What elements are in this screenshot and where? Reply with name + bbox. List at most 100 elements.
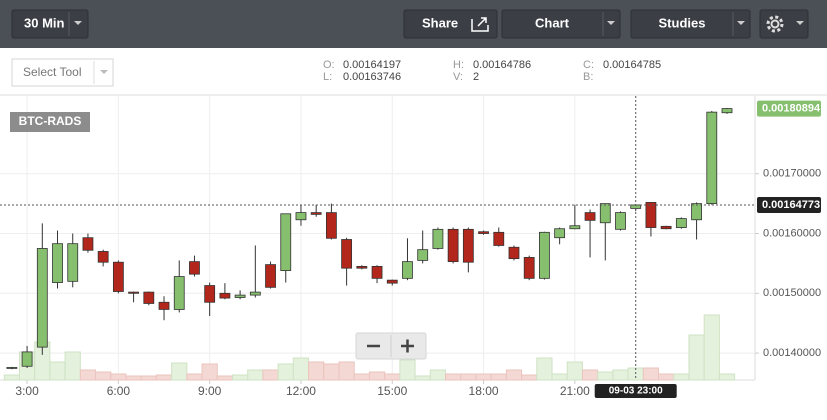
x-tick-label: 9:00 bbox=[198, 384, 222, 398]
volume-bar bbox=[505, 369, 523, 381]
volume-bar bbox=[597, 371, 614, 381]
info-label: L: bbox=[323, 71, 332, 83]
y-tick-label: 0.00150000 bbox=[763, 287, 821, 299]
candle-body bbox=[645, 202, 657, 228]
share-button[interactable]: Share bbox=[403, 9, 498, 39]
candle-body bbox=[112, 261, 124, 292]
candle-body bbox=[249, 291, 261, 296]
volume-bar bbox=[231, 374, 249, 381]
candle-body bbox=[173, 276, 185, 310]
x-tick-label: 21:00 bbox=[560, 384, 590, 398]
volume-bar bbox=[414, 375, 431, 381]
candle-body bbox=[265, 264, 276, 288]
volume-bar bbox=[292, 357, 310, 381]
interval[interactable]: 30 Min bbox=[24, 15, 65, 30]
candle-body bbox=[341, 239, 353, 269]
candle-body bbox=[675, 218, 687, 228]
candle-body bbox=[554, 228, 566, 239]
candle-body bbox=[310, 212, 322, 215]
volume-bar bbox=[399, 359, 416, 381]
volume-bar bbox=[64, 351, 81, 381]
studies[interactable]: Studies bbox=[659, 15, 706, 30]
candle-body bbox=[417, 249, 429, 261]
volume-bar bbox=[171, 362, 188, 381]
candle-body bbox=[599, 203, 611, 224]
candle-body bbox=[386, 279, 398, 284]
volume-bar bbox=[429, 369, 447, 381]
candle-body bbox=[615, 212, 626, 230]
candle-body bbox=[478, 231, 489, 234]
select-tool-label[interactable]: Select Tool bbox=[23, 65, 81, 79]
y-tick-label: 0.00140000 bbox=[763, 347, 821, 359]
volume-bar bbox=[612, 369, 629, 381]
candle-body bbox=[706, 111, 718, 205]
volume-bar bbox=[445, 373, 462, 381]
volume-bar bbox=[338, 361, 355, 381]
volume-bar bbox=[262, 369, 279, 381]
volume-bar bbox=[79, 369, 97, 381]
volume-bar bbox=[642, 367, 660, 381]
info-value: 0.00164197 bbox=[343, 59, 401, 71]
volume-bar bbox=[384, 373, 401, 381]
candle-body bbox=[280, 213, 292, 271]
crosshair-x-tag bbox=[594, 384, 677, 398]
candle-body bbox=[691, 203, 702, 221]
volume-bar bbox=[125, 375, 142, 381]
info-value: 0.00164785 bbox=[603, 59, 661, 71]
volume-bar bbox=[581, 369, 599, 381]
chart[interactable]: Chart bbox=[535, 15, 570, 30]
candle-body bbox=[325, 212, 337, 239]
candle-body bbox=[569, 225, 581, 230]
x-tick-label: 12:00 bbox=[286, 384, 316, 398]
candle-body bbox=[67, 243, 79, 282]
candle-body bbox=[143, 291, 155, 304]
volume-bar bbox=[277, 363, 294, 381]
volume-bar bbox=[460, 373, 477, 381]
studies-button[interactable]: Studies bbox=[630, 9, 751, 39]
candle-body bbox=[721, 108, 733, 114]
candle-body bbox=[219, 292, 231, 299]
info-label: O: bbox=[323, 59, 335, 71]
volume-bar bbox=[475, 373, 492, 381]
symbol-badge bbox=[10, 112, 90, 132]
info-label: V: bbox=[453, 71, 463, 83]
candle-body bbox=[371, 265, 383, 279]
chart-button[interactable]: Chart bbox=[501, 9, 621, 39]
settings-button[interactable] bbox=[759, 9, 809, 39]
volume-bar bbox=[3, 374, 20, 381]
candle-body bbox=[128, 291, 139, 294]
last-price-label: 0.00180894 bbox=[762, 102, 821, 114]
share[interactable]: Share bbox=[422, 15, 458, 30]
volume-bar bbox=[353, 373, 370, 381]
volume-bar bbox=[49, 361, 66, 381]
interval-button[interactable]: 30 Min bbox=[11, 9, 89, 39]
info-label: C: bbox=[583, 59, 594, 71]
select-tool[interactable]: Select Tool bbox=[11, 58, 114, 87]
volume-bar bbox=[658, 373, 675, 381]
candle-body bbox=[21, 351, 33, 367]
zoom[interactable] bbox=[355, 332, 427, 360]
candle-body bbox=[523, 257, 535, 279]
info-label: H: bbox=[453, 59, 464, 71]
candle-body bbox=[402, 261, 413, 279]
candle-body bbox=[447, 228, 459, 263]
volume-bar bbox=[155, 374, 173, 381]
candle-body bbox=[462, 228, 474, 263]
candle-body bbox=[295, 212, 307, 221]
crosshair-x-label: 09-03 23:00 bbox=[609, 386, 663, 397]
candle-body bbox=[508, 246, 520, 260]
volume-bar bbox=[308, 361, 325, 381]
info-value: 2 bbox=[473, 71, 479, 83]
volume-bar bbox=[95, 371, 112, 381]
crosshair-y-tag bbox=[757, 196, 821, 213]
info-value: 0.00163746 bbox=[343, 71, 401, 83]
volume-bar bbox=[247, 369, 264, 381]
candle-body bbox=[52, 243, 63, 283]
y-tick-label: 0.00170000 bbox=[763, 168, 821, 180]
volume-bar bbox=[140, 375, 157, 381]
candle-body bbox=[493, 231, 505, 246]
candle-body bbox=[6, 367, 18, 369]
crosshair-y-label: 0.00164773 bbox=[762, 199, 820, 211]
volume-bar bbox=[703, 314, 720, 381]
